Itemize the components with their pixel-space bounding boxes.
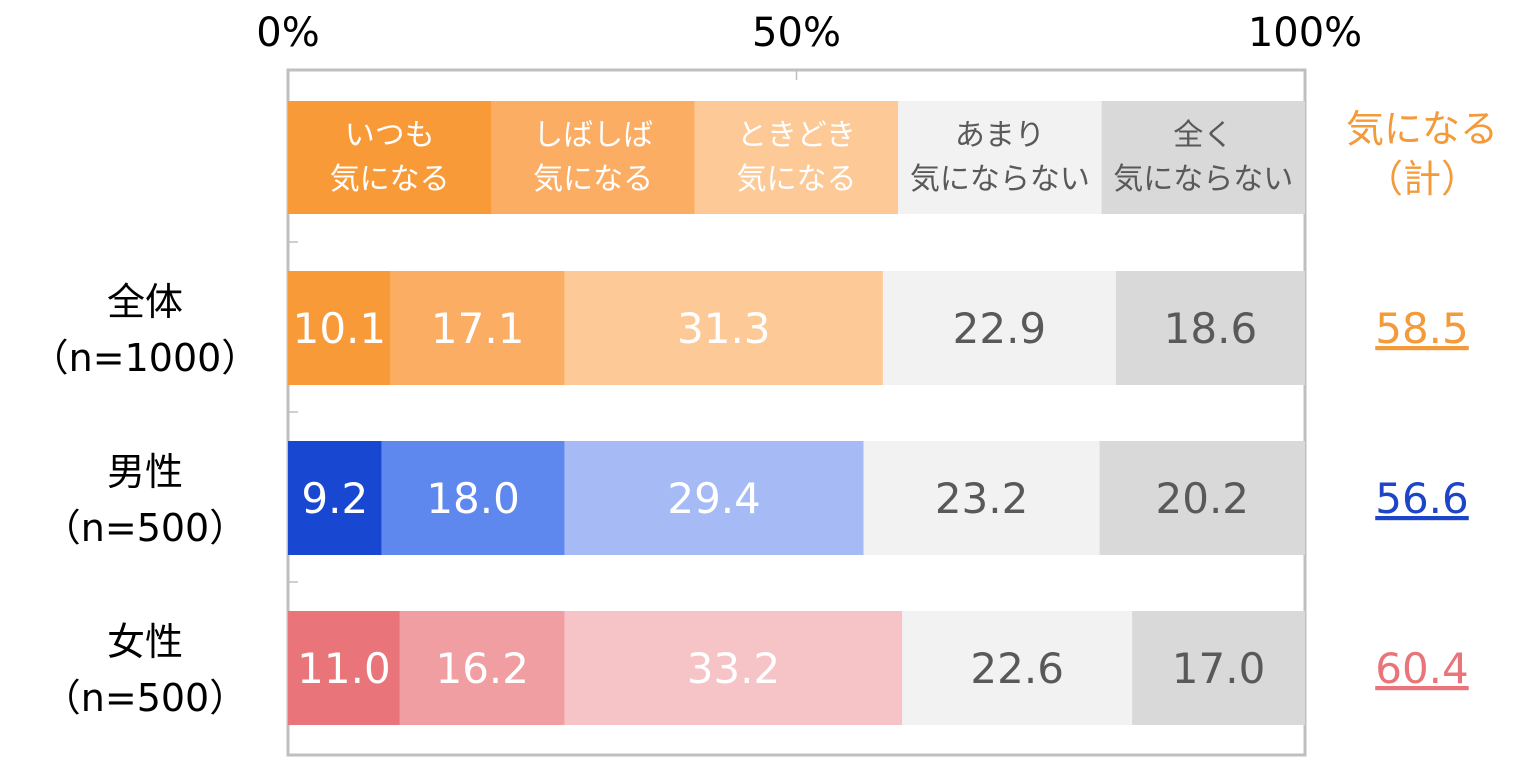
bar-value-label: 17.0 — [1172, 644, 1266, 693]
bar-segment — [288, 271, 391, 385]
legend-label: 気になる — [737, 162, 857, 197]
legend-label: 全く — [1173, 118, 1233, 153]
bar-segment — [1115, 271, 1305, 385]
legend-label: あまり — [955, 118, 1045, 153]
bar-segment — [1099, 441, 1305, 555]
bar-segment — [1132, 611, 1305, 725]
bar-value-label: 17.1 — [431, 304, 525, 353]
legend-segment — [491, 101, 695, 214]
bar-segment — [288, 441, 382, 555]
x-tick-label: 0% — [256, 10, 319, 56]
legend-segment — [288, 101, 492, 214]
row-label: 全体 — [107, 280, 183, 324]
bar-value-label: 11.0 — [297, 644, 391, 693]
legend-label: しばしば — [533, 118, 653, 153]
bar-segment — [863, 441, 1100, 555]
bar-value-label: 33.2 — [687, 644, 781, 693]
bar-segment — [564, 611, 903, 725]
total-header: （計） — [1365, 157, 1479, 201]
legend-label: 気にならない — [910, 162, 1090, 197]
bar-value-label: 22.6 — [970, 644, 1064, 693]
legend-segment — [694, 101, 899, 214]
total-value: 58.5 — [1375, 304, 1469, 353]
row-label: 男性 — [107, 450, 183, 494]
row-label: 女性 — [107, 620, 183, 664]
total-value: 56.6 — [1375, 474, 1469, 523]
bar-segment — [564, 271, 883, 385]
row-label: （n=500） — [43, 506, 247, 550]
bar-value-label: 18.6 — [1164, 304, 1258, 353]
bar-value-label: 16.2 — [435, 644, 529, 693]
legend-label: 気にならない — [1113, 162, 1293, 197]
bar-value-label: 31.3 — [677, 304, 771, 353]
legend-label: 気になる — [533, 162, 653, 197]
legend-segment — [898, 101, 1102, 214]
legend-label: 気になる — [330, 162, 450, 197]
bar-segment — [902, 611, 1133, 725]
bar-segment — [390, 271, 565, 385]
bar-value-label: 23.2 — [935, 474, 1029, 523]
bar-value-label: 22.9 — [953, 304, 1047, 353]
bar-value-label: 18.0 — [426, 474, 520, 523]
row-label: （n=500） — [43, 676, 247, 720]
bar-segment — [381, 441, 565, 555]
x-tick-label: 50% — [752, 10, 841, 56]
legend-segment — [1101, 101, 1305, 214]
row-label: （n=1000） — [31, 336, 260, 380]
bar-value-label: 10.1 — [293, 304, 387, 353]
legend-label: ときどき — [737, 118, 856, 153]
bar-value-label: 20.2 — [1156, 474, 1250, 523]
bar-segment — [564, 441, 864, 555]
legend-label: いつも — [345, 118, 435, 153]
total-value: 60.4 — [1375, 644, 1469, 693]
bar-value-label: 29.4 — [667, 474, 761, 523]
total-header: 気になる — [1346, 107, 1498, 151]
bar-segment — [288, 611, 400, 725]
x-tick-label: 100% — [1248, 10, 1362, 56]
bar-value-label: 9.2 — [301, 474, 368, 523]
bar-segment — [399, 611, 565, 725]
bar-segment — [882, 271, 1116, 385]
